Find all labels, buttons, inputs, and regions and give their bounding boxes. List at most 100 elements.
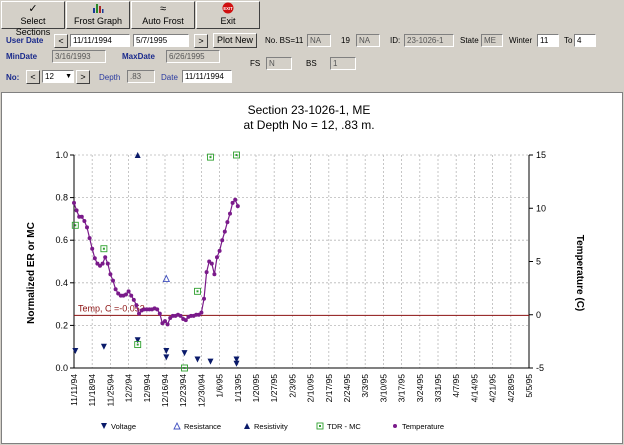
voltage-point (163, 354, 170, 361)
min-date-value: 3/16/1993 (52, 50, 106, 63)
no-label: No: (6, 73, 20, 82)
y2-axis-label: Temperature (C) (574, 235, 585, 312)
start-date-input[interactable]: 11/11/1994 (70, 34, 130, 47)
tdr-mc-point-dot (235, 154, 238, 156)
no-bs-value: NA (307, 34, 331, 47)
min-date-label: MinDate (6, 52, 38, 61)
tdr-mc-point-dot (209, 156, 212, 159)
temperature-point (230, 200, 235, 205)
y-tick-label: 1.0 (55, 150, 68, 160)
chevron-down-icon: ▼ (65, 73, 72, 80)
x-tick-label: 2/10/95 (306, 374, 316, 403)
bar-chart-icon (67, 2, 129, 16)
y2-tick-label: -5 (536, 363, 544, 373)
temperature-point (72, 200, 76, 205)
x-tick-label: 12/30/94 (196, 374, 206, 407)
voltage-point (233, 356, 240, 363)
x-tick-label: 11/25/94 (105, 374, 115, 407)
chevron-right-icon: > (198, 36, 204, 46)
axes-layer: 11/11/94 11/18/94 11/25/94 12/2/94 12/9/94 12… (55, 150, 546, 407)
plot-new-button[interactable]: Plot New (213, 33, 257, 48)
date-input[interactable]: 11/11/1994 (182, 70, 232, 83)
temperature-point (220, 238, 225, 243)
legend-marker-tdr-mc-dot (319, 425, 321, 427)
temperature-point (228, 211, 232, 216)
prev-date-button[interactable]: < (54, 34, 68, 48)
y-tick-label: 0.2 (55, 320, 68, 330)
temperature-point (157, 311, 162, 316)
prev-no-button[interactable]: < (26, 70, 40, 84)
exit-icon: EXIT (197, 2, 259, 16)
temperature-point (79, 214, 84, 219)
resistivity-point (134, 152, 141, 158)
temperature-point (225, 220, 230, 225)
x-tick-label: 12/16/94 (160, 374, 170, 407)
legend: Voltage Resistance Resistivity TDR - MC Temp… (101, 421, 444, 431)
temperature-point (113, 287, 118, 292)
x-tick-label: 4/14/95 (469, 374, 479, 403)
legend-marker-tdr-mc (316, 422, 324, 430)
tdr-mc-point (71, 221, 79, 229)
tdr-mc-point (181, 364, 188, 372)
tdr-mc-point-box (71, 221, 79, 229)
temperature-point (74, 208, 79, 213)
tdr-mc-point-dot (102, 247, 105, 250)
to-input[interactable]: 4 (574, 34, 596, 47)
no-bs-label: No. BS=11 (265, 36, 304, 45)
no-select[interactable]: 12 ▼ (42, 70, 74, 83)
temperature-point (163, 319, 167, 324)
next-date-button[interactable]: > (194, 34, 208, 48)
tdr-mc-point (194, 287, 201, 295)
chart-svg: Section 23-1026-1, ME at Depth No = 12, … (26, 103, 585, 431)
temperature-point (111, 278, 115, 283)
chart-subtitle: at Depth No = 12, .83 m. (243, 118, 374, 132)
tdr-mc-point-box (134, 341, 142, 349)
temperature-point (155, 307, 160, 312)
frost-graph-button[interactable]: Frost Graph (66, 1, 130, 29)
approx-icon: ≈ (159, 3, 167, 15)
temperature-point (178, 313, 183, 318)
temperature-point (126, 289, 131, 294)
depth-label: Depth (99, 73, 121, 82)
auto-frost-button[interactable]: ≈ Auto Frost (131, 1, 195, 29)
legend-marker-temperature (393, 424, 397, 428)
temperature-point (202, 296, 206, 301)
x-tick-label: 4/7/95 (451, 374, 461, 398)
max-date-value: 6/26/1995 (166, 50, 220, 63)
x-tick-label: 4/28/95 (506, 374, 516, 403)
date-label: Date (161, 73, 178, 82)
toolbar: ✓ Select Sections Frost Graph ≈ Auto Fro… (0, 0, 624, 37)
x-tick-label: 2/3/95 (287, 374, 297, 398)
x-tick-label: 1/13/95 (233, 374, 243, 403)
fs-value: N (266, 57, 292, 70)
temperature-point (165, 322, 170, 327)
tdr-mc-point-box (100, 245, 108, 253)
x-tick-label: 1/6/95 (215, 374, 225, 398)
select-sections-button[interactable]: ✓ Select Sections (1, 1, 65, 37)
winter-input[interactable]: 11 (537, 34, 559, 47)
y-axis-label: Normalized ER or MC (26, 222, 37, 324)
winter-label: Winter (509, 36, 533, 45)
user-date-label: User Date (6, 36, 44, 45)
next-no-button[interactable]: > (76, 70, 90, 84)
x-tick-label: 2/17/95 (324, 374, 334, 403)
tdr-mc-point-box (194, 287, 201, 295)
tdr-mc-point-dot (196, 290, 199, 293)
temperature-point (82, 219, 87, 224)
exit-icon-text: EXIT (223, 6, 233, 11)
tdr-mc-point-box (181, 364, 188, 372)
x-tick-label: 11/11/94 (69, 374, 79, 406)
end-date-input[interactable]: 5/7/1995 (133, 34, 189, 47)
temperature-point (105, 261, 110, 266)
state-label: State (460, 36, 479, 45)
exit-button[interactable]: EXIT Exit (196, 1, 260, 29)
temperature-point (108, 272, 113, 277)
field-19-value: NA (356, 34, 380, 47)
x-tick-label: 12/23/94 (178, 374, 188, 407)
temperature-point (134, 303, 139, 308)
voltage-point (72, 347, 79, 354)
tdr-mc-point-dot (183, 367, 186, 369)
chevron-right-icon: > (80, 72, 86, 82)
depth-value: .83 (127, 70, 155, 83)
temperature-point (92, 256, 97, 261)
